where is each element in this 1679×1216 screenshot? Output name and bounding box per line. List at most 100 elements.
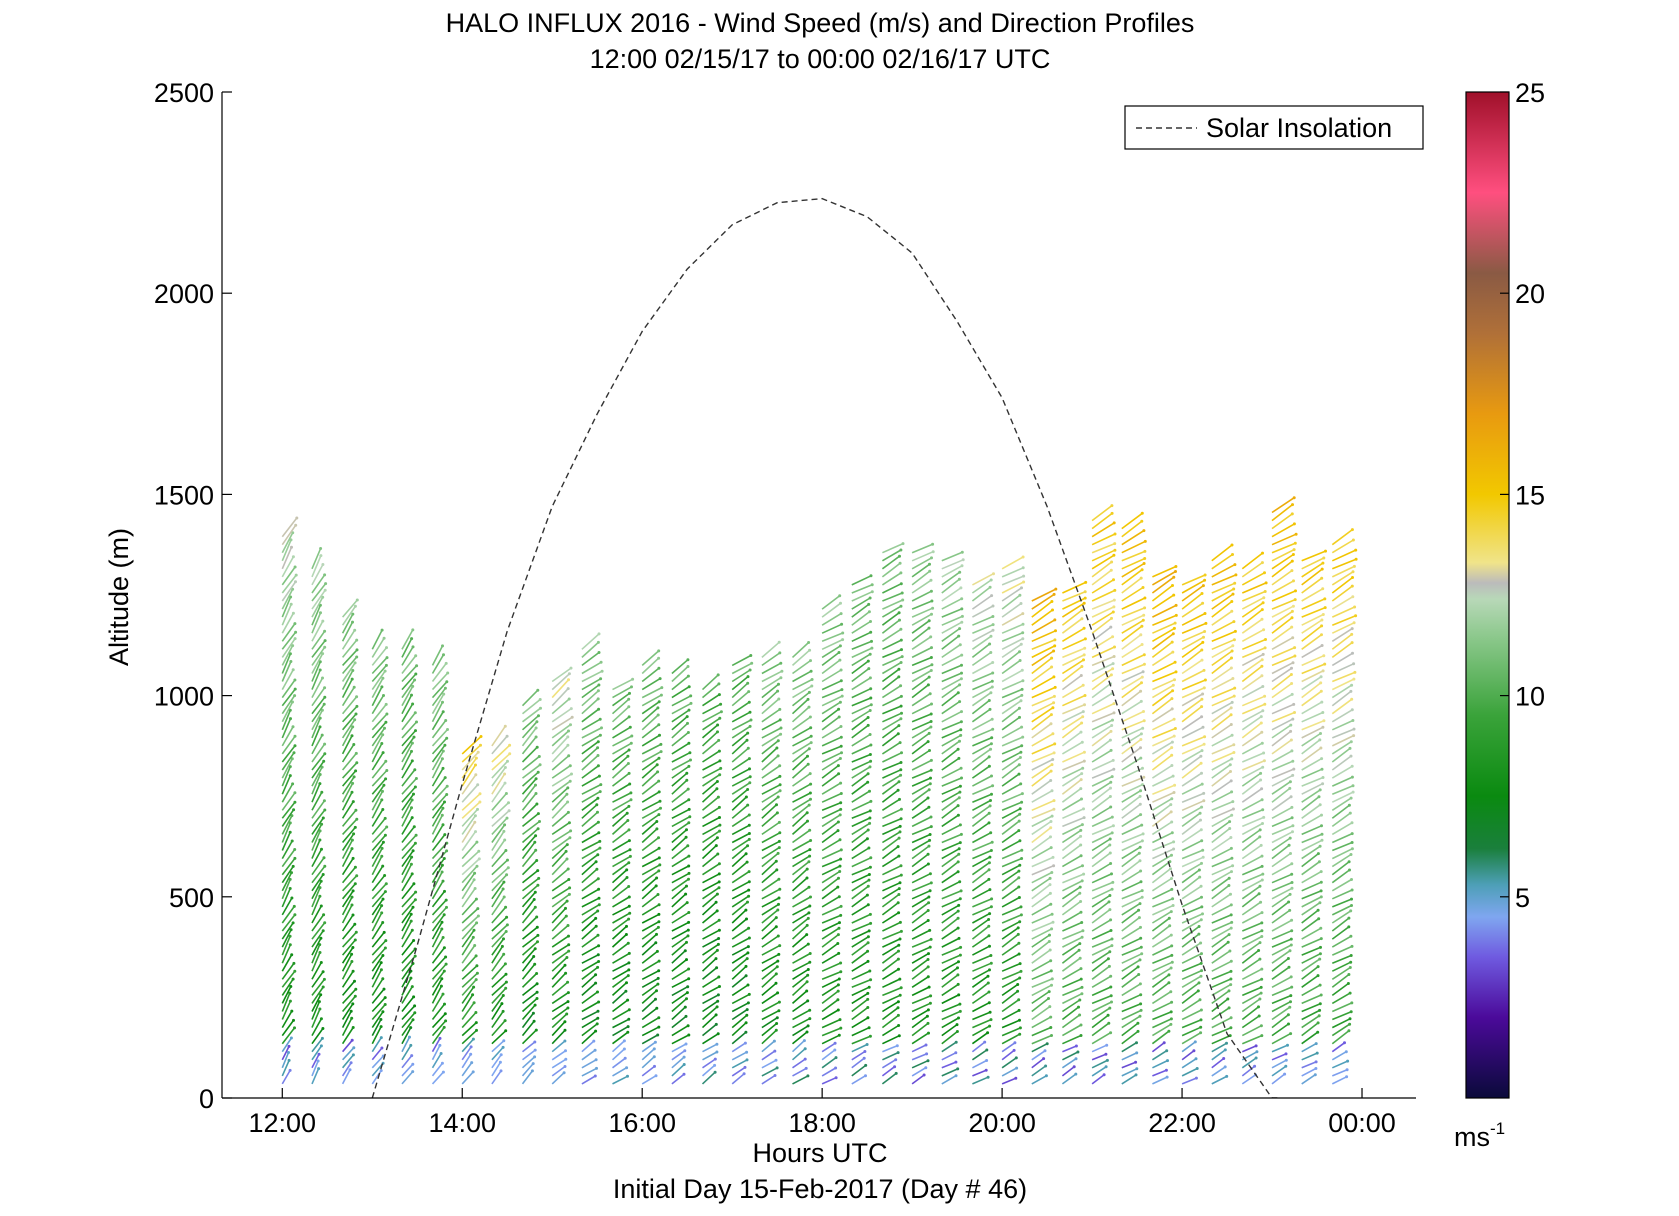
wind-barb [972, 742, 992, 755]
wind-barb-tip [1081, 683, 1085, 687]
wind-barb [371, 955, 384, 972]
wind-barb [641, 714, 659, 731]
wind-barb-tip [868, 809, 872, 813]
wind-barb [971, 748, 992, 763]
wind-barb-tip [1233, 629, 1237, 633]
wind-barb [431, 767, 444, 787]
wind-barb-tip [1018, 593, 1022, 597]
wind-barb [792, 772, 811, 787]
wind-barb [581, 840, 601, 852]
wind-barb [1181, 716, 1203, 731]
wind-barb [1181, 659, 1203, 675]
wind-barb-tip [1197, 932, 1201, 936]
wind-barb-tip [319, 904, 323, 908]
wind-barb-tip [1288, 836, 1292, 840]
wind-barb-tip [381, 789, 384, 793]
wind-barb [491, 881, 505, 900]
wind-barb-tip [563, 1020, 567, 1024]
wind-barb [1241, 816, 1265, 828]
wind-barb [821, 602, 841, 618]
wind-barb-tip [1286, 957, 1290, 960]
wind-barb [1152, 1069, 1167, 1077]
wind-barb [1241, 1045, 1257, 1053]
wind-barb [371, 799, 383, 819]
wind-barb [1001, 773, 1020, 787]
wind-barb [972, 945, 990, 956]
wind-barb-tip [870, 646, 874, 650]
wind-barb-tip [718, 773, 722, 777]
wind-barb-tip [1201, 848, 1205, 852]
wind-barb-tip [715, 909, 719, 913]
wind-barb [821, 757, 841, 771]
wind-barb [821, 773, 840, 787]
wind-barb-tip [958, 739, 961, 743]
wind-barb [1331, 992, 1351, 1005]
x-tick-label: 18:00 [788, 1108, 856, 1138]
wind-barb [1301, 974, 1319, 988]
wind-barb [1121, 520, 1143, 538]
wind-barb [1062, 1034, 1082, 1045]
wind-barb [1031, 1005, 1051, 1021]
wind-barb [851, 597, 871, 610]
wind-barb-tip [896, 1006, 900, 1010]
wind-barb-tip [534, 848, 538, 852]
wind-barb-tip [564, 1049, 567, 1053]
wind-barb-tip [868, 912, 872, 916]
wind-barb [1271, 950, 1291, 964]
wind-barb-tip [538, 820, 541, 823]
wind-barb [941, 740, 960, 755]
wind-barb [612, 783, 631, 795]
wind-barb-tip [1350, 944, 1354, 948]
wind-barb-tip [351, 781, 355, 785]
wind-barb-tip [958, 790, 962, 794]
wind-barb-tip [686, 934, 690, 938]
wind-barb [491, 924, 508, 940]
wind-barb [491, 1061, 502, 1077]
wind-barb [1031, 593, 1055, 610]
wind-barb-tip [534, 792, 538, 795]
wind-barb [311, 1018, 323, 1036]
wind-barb-tip [383, 996, 387, 1000]
wind-barb-tip [627, 705, 631, 709]
wind-barb-tip [747, 894, 751, 898]
wind-barb [281, 849, 296, 868]
wind-barb-tip [355, 598, 359, 602]
wind-barb [1241, 608, 1263, 626]
wind-barb-tip [353, 718, 357, 722]
wind-barb [1121, 959, 1141, 972]
wind-barb-tip [1079, 843, 1083, 847]
wind-barb-tip [1140, 511, 1144, 515]
wind-barb-tip [836, 998, 840, 1002]
wind-barb [671, 836, 687, 852]
wind-barb [761, 812, 778, 828]
wind-barb [731, 711, 751, 723]
wind-barb [972, 1059, 987, 1069]
wind-barb [491, 767, 507, 787]
wind-barb-tip [1232, 743, 1236, 747]
wind-barb-tip [1021, 566, 1025, 570]
wind-barb-tip [351, 1053, 355, 1057]
wind-barb-tip [440, 863, 444, 867]
wind-barb [851, 1064, 867, 1077]
wind-barb-tip [987, 821, 991, 825]
wind-barb-tip [1228, 949, 1232, 953]
wind-barb-tip [1141, 726, 1145, 730]
wind-barb [911, 713, 932, 723]
wind-barb-tip [1108, 908, 1112, 912]
wind-barb [1031, 1057, 1045, 1069]
wind-barb-tip [348, 1068, 352, 1072]
wind-barb [551, 915, 567, 932]
wind-barb-tip [867, 985, 871, 989]
wind-barb-tip [954, 1051, 958, 1055]
wind-barb-tip [350, 734, 354, 738]
wind-barb [281, 517, 298, 538]
wind-barb [971, 1032, 989, 1045]
wind-barb-tip [808, 848, 812, 852]
wind-barb [1271, 1006, 1291, 1021]
wind-barb-tip [1287, 843, 1291, 847]
wind-barb [311, 548, 322, 570]
wind-barb [1031, 1016, 1052, 1029]
wind-barb [1151, 982, 1170, 997]
wind-barb [1271, 1065, 1287, 1077]
wind-barb [1211, 1027, 1232, 1037]
